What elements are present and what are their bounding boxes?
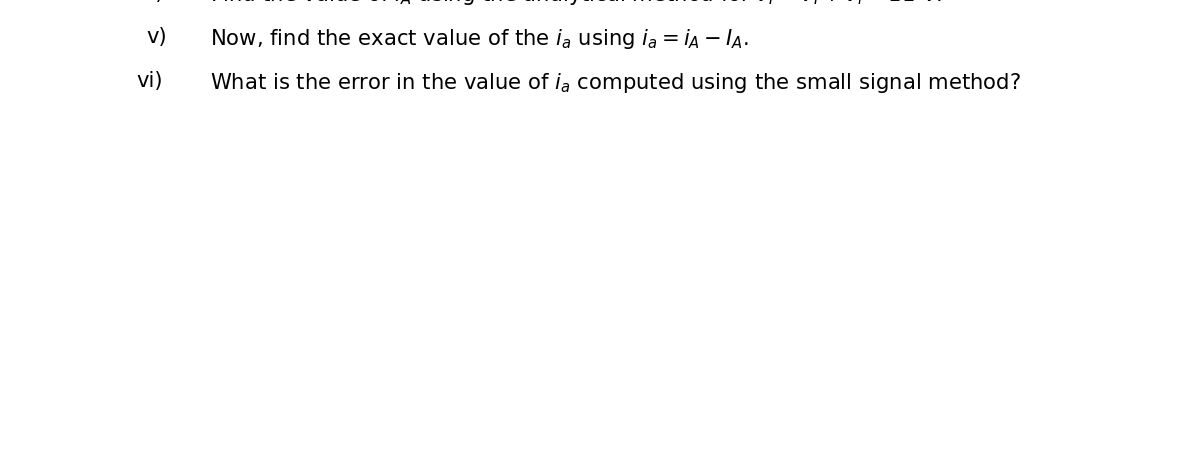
Text: Find the value of $i_A$ using the analytical method for $v_I = V_I + v_i = 11$ V: Find the value of $i_A$ using the analyt… [210,0,942,7]
Text: What is the error in the value of $i_a$ computed using the small signal method?: What is the error in the value of $i_a$ … [210,71,1021,95]
Text: Now, find the exact value of the $i_a$ using $i_a = i_A - I_A$.: Now, find the exact value of the $i_a$ u… [210,27,749,51]
Text: v): v) [146,27,167,47]
Text: vi): vi) [137,71,163,90]
Text: iv): iv) [137,0,163,3]
